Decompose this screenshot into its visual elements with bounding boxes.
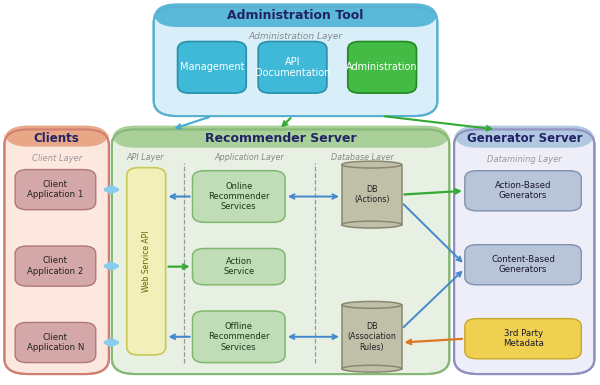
Text: Offline
Recommender
Services: Offline Recommender Services: [208, 322, 269, 352]
Text: API
Documentation: API Documentation: [255, 57, 330, 78]
Text: Online
Recommender
Services: Online Recommender Services: [208, 182, 269, 211]
Text: Action
Service: Action Service: [223, 257, 254, 276]
FancyBboxPatch shape: [127, 167, 166, 355]
FancyBboxPatch shape: [15, 246, 96, 286]
Text: Content-Based
Generators: Content-Based Generators: [491, 255, 555, 275]
Ellipse shape: [342, 365, 401, 372]
Text: Web Service API: Web Service API: [142, 231, 151, 292]
Polygon shape: [342, 165, 401, 224]
FancyBboxPatch shape: [4, 129, 109, 374]
Text: Administration: Administration: [346, 62, 418, 72]
Ellipse shape: [342, 301, 401, 308]
Text: Administration Layer: Administration Layer: [248, 32, 343, 41]
FancyBboxPatch shape: [454, 129, 595, 374]
Text: Action-Based
Generators: Action-Based Generators: [495, 181, 551, 201]
Text: Management: Management: [179, 62, 244, 72]
Text: Datamining Layer: Datamining Layer: [487, 155, 562, 164]
Text: DB
(Actions): DB (Actions): [354, 185, 389, 204]
Text: Client
Application N: Client Application N: [27, 333, 84, 352]
Text: Generator Server: Generator Server: [467, 132, 582, 145]
FancyBboxPatch shape: [465, 319, 581, 359]
FancyBboxPatch shape: [4, 126, 109, 147]
FancyBboxPatch shape: [154, 3, 437, 27]
FancyBboxPatch shape: [193, 311, 285, 363]
Ellipse shape: [342, 161, 401, 168]
FancyBboxPatch shape: [258, 42, 327, 93]
FancyBboxPatch shape: [154, 7, 437, 116]
FancyBboxPatch shape: [465, 245, 581, 285]
Text: Clients: Clients: [34, 132, 80, 144]
FancyBboxPatch shape: [15, 169, 96, 210]
Text: Client Layer: Client Layer: [32, 154, 82, 162]
Ellipse shape: [342, 221, 401, 228]
Text: Client
Application 2: Client Application 2: [27, 256, 83, 276]
FancyBboxPatch shape: [348, 42, 416, 93]
Text: Administration Tool: Administration Tool: [227, 8, 364, 22]
FancyBboxPatch shape: [112, 129, 449, 374]
Text: 3rd Party
Metadata: 3rd Party Metadata: [503, 329, 544, 348]
Text: Application Layer: Application Layer: [214, 153, 284, 162]
Text: DB
(Association
Rules): DB (Association Rules): [347, 322, 396, 352]
Text: API Layer: API Layer: [126, 153, 163, 162]
FancyBboxPatch shape: [193, 248, 285, 285]
FancyBboxPatch shape: [178, 42, 246, 93]
FancyBboxPatch shape: [465, 171, 581, 211]
Text: Client
Application 1: Client Application 1: [27, 180, 83, 199]
Text: Recommender Server: Recommender Server: [205, 132, 356, 145]
FancyBboxPatch shape: [193, 171, 285, 222]
FancyBboxPatch shape: [112, 126, 449, 148]
FancyBboxPatch shape: [454, 126, 595, 148]
Polygon shape: [342, 305, 401, 369]
Text: Database Layer: Database Layer: [331, 153, 394, 162]
FancyBboxPatch shape: [15, 323, 96, 363]
